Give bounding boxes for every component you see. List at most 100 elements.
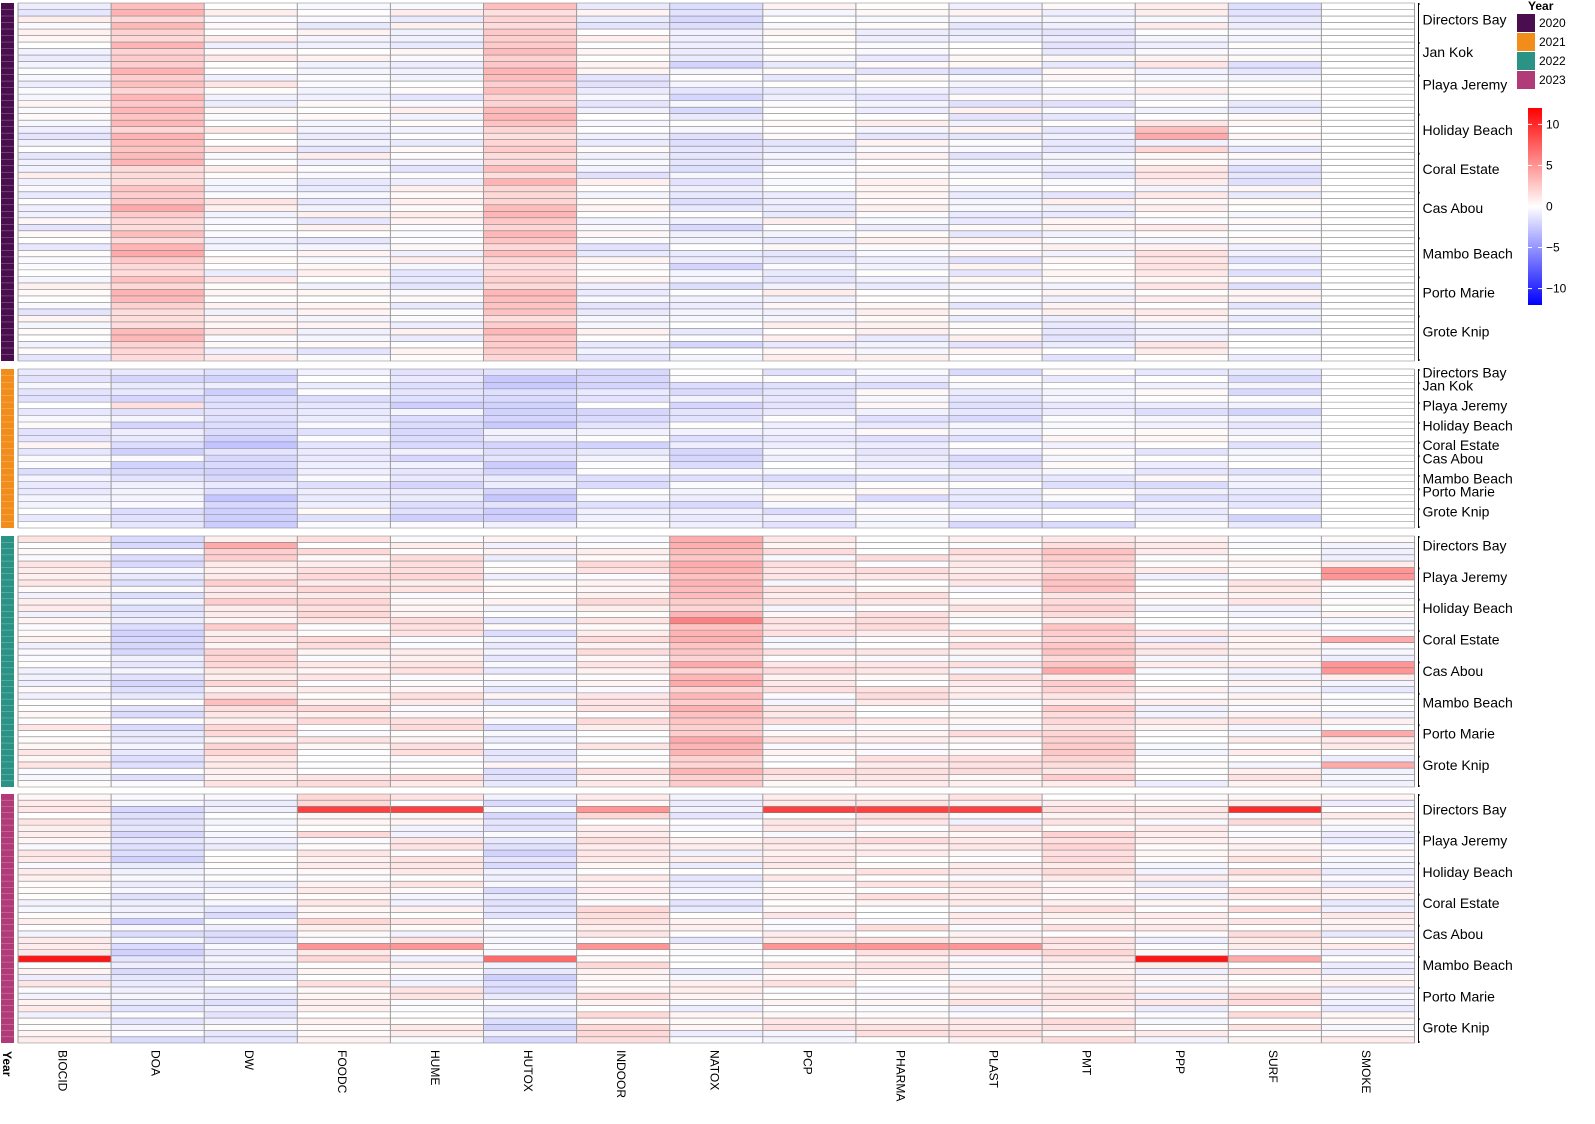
site-label: Playa Jeremy (1423, 833, 1508, 849)
heatmap-cell (855, 35, 949, 43)
heatmap-cell (204, 536, 298, 543)
heatmap-cell (1135, 1005, 1229, 1012)
heatmap-cell (204, 949, 298, 956)
heatmap-cell (111, 120, 205, 127)
heatmap-cell (18, 630, 112, 637)
heatmap-cell (483, 341, 577, 348)
heatmap-cell (1135, 455, 1229, 462)
heatmap-cell (1321, 831, 1415, 838)
heatmap-cell (204, 369, 298, 376)
column-label: HUTOX (521, 1050, 535, 1092)
heatmap-cell (1042, 133, 1136, 140)
heatmap-cell (669, 81, 763, 88)
heatmap-cell (949, 831, 1043, 838)
heatmap-cell (1135, 999, 1229, 1006)
heatmap-cell (204, 113, 298, 121)
heatmap-cell (390, 81, 484, 88)
heatmap-cell (297, 3, 391, 10)
heatmap-cell (111, 893, 205, 900)
heatmap-cell (576, 113, 670, 121)
heatmap-cell (762, 198, 856, 205)
heatmap-cell (483, 794, 577, 801)
heatmap-cell (1042, 461, 1136, 469)
heatmap-cell (1321, 302, 1415, 309)
heatmap-cell (18, 548, 112, 555)
heatmap-cell (669, 661, 763, 668)
heatmap-cell (204, 974, 298, 981)
heatmap-cell (204, 178, 298, 186)
heatmap-cell (669, 113, 763, 121)
heatmap-cell (762, 388, 856, 396)
heatmap-cell (669, 341, 763, 348)
year-legend-label: 2022 (1539, 54, 1566, 68)
heatmap-cell (1135, 321, 1229, 329)
heatmap-cell (390, 567, 484, 574)
heatmap-cell (576, 617, 670, 624)
heatmap-cell (483, 16, 577, 23)
heatmap-cell (18, 1011, 112, 1019)
heatmap-cell (855, 918, 949, 925)
heatmap-cell (1228, 818, 1322, 826)
heatmap-cell (949, 204, 1043, 212)
heatmap-cell (18, 825, 112, 832)
heatmap-cell (576, 661, 670, 668)
heatmap-cell (1135, 191, 1229, 199)
heatmap-cell (18, 711, 112, 718)
heatmap-cell (18, 461, 112, 469)
heatmap-cell (390, 302, 484, 309)
heatmap-cell (762, 874, 856, 882)
heatmap-cell (297, 494, 391, 502)
heatmap-cell (576, 749, 670, 756)
heatmap-cell (1042, 724, 1136, 731)
heatmap-cell (1228, 780, 1322, 787)
heatmap-cell (483, 334, 577, 342)
heatmap-cell (483, 408, 577, 416)
heatmap-cell (1228, 692, 1322, 700)
heatmap-cell (390, 918, 484, 925)
heatmap-cell (18, 521, 112, 528)
heatmap-cell (483, 912, 577, 919)
heatmap-cell (1321, 974, 1415, 981)
heatmap-cell (1042, 548, 1136, 555)
heatmap-cell (111, 211, 205, 218)
heatmap-cell (949, 55, 1043, 62)
heatmap-cell (1228, 382, 1322, 389)
heatmap-cell (1042, 224, 1136, 231)
heatmap-cell (949, 341, 1043, 348)
heatmap-cell (111, 514, 205, 522)
heatmap-cell (1228, 217, 1322, 225)
heatmap-cell (111, 912, 205, 919)
heatmap-cell (762, 341, 856, 348)
heatmap-cell (297, 250, 391, 257)
heatmap-cell (1228, 605, 1322, 612)
heatmap-cell (483, 699, 577, 706)
heatmap-cell (669, 321, 763, 329)
heatmap-cell (297, 501, 391, 509)
heatmap-cell (297, 347, 391, 355)
heatmap-cell (111, 724, 205, 731)
heatmap-cell (204, 328, 298, 335)
heatmap-cell (855, 354, 949, 361)
heatmap-cell (18, 55, 112, 62)
heatmap-cell (390, 686, 484, 693)
site-label: Coral Estate (1423, 161, 1500, 177)
heatmap-cell (18, 674, 112, 681)
heatmap-cell (390, 230, 484, 238)
heatmap-cell (390, 441, 484, 449)
heatmap-cell (204, 35, 298, 43)
heatmap-cell (111, 315, 205, 322)
heatmap-cell (669, 699, 763, 706)
heatmap-cell (111, 198, 205, 205)
heatmap-cell (762, 334, 856, 342)
heatmap-cell (1135, 536, 1229, 543)
heatmap-cell (576, 667, 670, 675)
heatmap-cell (390, 494, 484, 502)
heatmap-cell (18, 730, 112, 737)
heatmap-cell (204, 263, 298, 270)
site-label: Grote Knip (1423, 757, 1490, 773)
heatmap-cell (483, 250, 577, 257)
heatmap-cell (204, 579, 298, 587)
heatmap-cell (1135, 573, 1229, 580)
heatmap-cell (949, 899, 1043, 907)
heatmap-cell (949, 375, 1043, 383)
